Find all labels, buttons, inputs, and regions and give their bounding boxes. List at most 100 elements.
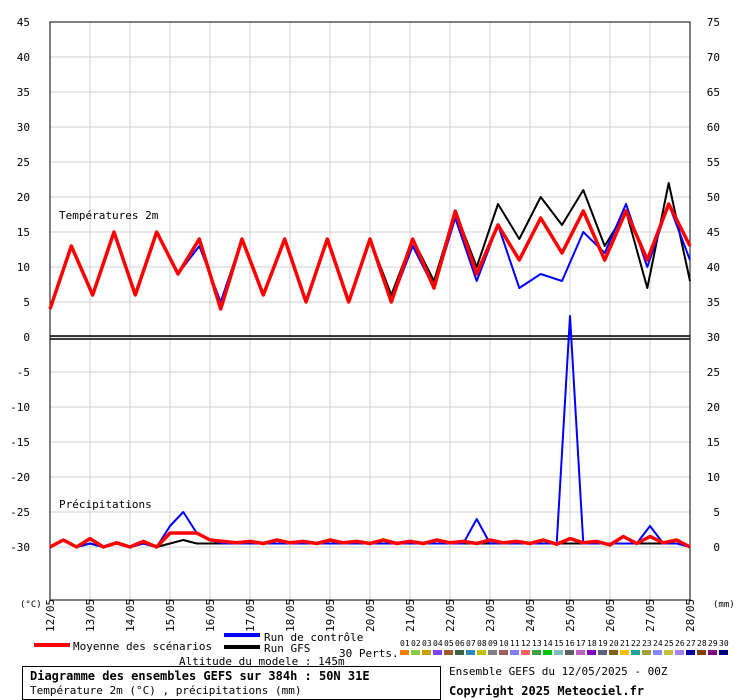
- y-tick-left: -15: [10, 436, 30, 449]
- perturbation-id: 03: [422, 639, 432, 648]
- y-tick-right: 70: [707, 51, 720, 64]
- perturbation-id: 25: [664, 639, 674, 648]
- perturbation-id: 02: [411, 639, 421, 648]
- y-tick-left: -5: [17, 366, 30, 379]
- perturbation-swatch: [433, 650, 442, 655]
- y-tick-left: -20: [10, 471, 30, 484]
- x-tick-label: 19/05: [324, 599, 337, 632]
- precipitation-section-label: Précipitations: [59, 498, 152, 511]
- perturbation-swatch: [631, 650, 640, 655]
- perturbation-swatch: [466, 650, 475, 655]
- ensemble-date-label: Ensemble GEFS du 12/05/2025 - 00Z: [449, 665, 668, 678]
- y-tick-left: 30: [17, 121, 30, 134]
- y-tick-left: 10: [17, 261, 30, 274]
- y-tick-left: 45: [17, 16, 30, 29]
- perturbation-id: 18: [587, 639, 597, 648]
- y-tick-left: 25: [17, 156, 30, 169]
- perturbation-swatch: [554, 650, 563, 655]
- x-tick-label: 18/05: [284, 599, 297, 632]
- perturbation-id: 23: [642, 639, 652, 648]
- x-tick-label: 21/05: [404, 599, 417, 632]
- x-tick-label: 14/05: [124, 599, 137, 632]
- perturbation-swatch: [664, 650, 673, 655]
- y-tick-right: 25: [707, 366, 720, 379]
- perturbation-swatch: [411, 650, 420, 655]
- perturbation-swatch: [455, 650, 464, 655]
- perturbation-swatch: [488, 650, 497, 655]
- legend-mean-swatch: [34, 643, 70, 647]
- x-tick-label: 24/05: [524, 599, 537, 632]
- perturbation-swatch: [675, 650, 684, 655]
- perturbation-id: 30: [719, 639, 729, 648]
- perturbation-swatch: [510, 650, 519, 655]
- perturbation-id: 28: [697, 639, 707, 648]
- perturbation-id: 05: [444, 639, 454, 648]
- y-tick-left: 15: [17, 226, 30, 239]
- altitude-label: Altitude du modele : 145m: [179, 655, 345, 668]
- y-tick-left: 40: [17, 51, 30, 64]
- perturbation-id: 24: [653, 639, 663, 648]
- perturbation-swatch: [642, 650, 651, 655]
- perturbation-id: 08: [477, 639, 487, 648]
- y-tick-right: 75: [707, 16, 720, 29]
- perturbation-id: 04: [433, 639, 443, 648]
- plot-frame: [49, 21, 691, 601]
- y-tick-right: 10: [707, 471, 720, 484]
- y-tick-right: 20: [707, 401, 720, 414]
- perturbation-swatch: [576, 650, 585, 655]
- perturbation-swatch: [708, 650, 717, 655]
- perturbation-swatch: [587, 650, 596, 655]
- footer-title: Diagramme des ensembles GEFS sur 384h : …: [30, 669, 370, 683]
- perturbation-id: 13: [532, 639, 542, 648]
- left-axis-unit: (°C): [20, 600, 42, 610]
- legend-control-swatch: [224, 633, 260, 637]
- perturbation-id: 10: [499, 639, 509, 648]
- footer-subtitle: Température 2m (°C) , précipitations (mm…: [30, 684, 302, 697]
- footer-title-box: Diagramme des ensembles GEFS sur 384h : …: [22, 666, 441, 700]
- perturbation-swatch: [598, 650, 607, 655]
- y-tick-right: 5: [713, 506, 720, 519]
- y-tick-right: 55: [707, 156, 720, 169]
- right-axis-unit: (mm): [713, 600, 735, 610]
- legend-mean-label: Moyenne des scénarios: [73, 640, 213, 653]
- x-tick-label: 22/05: [444, 599, 457, 632]
- perturbation-swatch: [719, 650, 728, 655]
- perturbation-swatch: [620, 650, 629, 655]
- perturbation-swatch: [653, 650, 662, 655]
- y-tick-right: 60: [707, 121, 720, 134]
- x-tick-label: 20/05: [364, 599, 377, 632]
- y-tick-right: 30: [707, 331, 720, 344]
- perturbation-id: 22: [631, 639, 641, 648]
- y-tick-right: 0: [713, 541, 720, 554]
- perturbation-swatch: [532, 650, 541, 655]
- x-tick-label: 13/05: [84, 599, 97, 632]
- perturbation-swatch: [521, 650, 530, 655]
- y-tick-left: -30: [10, 541, 30, 554]
- perturbation-swatch: [697, 650, 706, 655]
- perturbation-id: 16: [565, 639, 575, 648]
- perturbation-id: 09: [488, 639, 498, 648]
- y-tick-right: 65: [707, 86, 720, 99]
- copyright-label: Copyright 2025 Meteociel.fr: [449, 684, 645, 698]
- perturbation-id: 14: [543, 639, 553, 648]
- y-tick-left: 35: [17, 86, 30, 99]
- y-tick-right: 35: [707, 296, 720, 309]
- x-tick-label: 23/05: [484, 599, 497, 632]
- perturbation-id: 11: [510, 639, 520, 648]
- x-tick-label: 25/05: [564, 599, 577, 632]
- y-tick-left: 5: [23, 296, 30, 309]
- perturbation-id: 17: [576, 639, 586, 648]
- x-tick-label: 26/05: [604, 599, 617, 632]
- legend-gfs-swatch: [224, 645, 260, 649]
- x-tick-label: 12/05: [44, 599, 57, 632]
- perturbation-id: 12: [521, 639, 531, 648]
- y-tick-right: 15: [707, 436, 720, 449]
- perturbation-id: 07: [466, 639, 476, 648]
- legend-gfs-label: Run GFS: [264, 642, 311, 655]
- perturbation-id: 01: [400, 639, 410, 648]
- y-tick-right: 45: [707, 226, 720, 239]
- y-tick-left: 20: [17, 191, 30, 204]
- x-tick-label: 28/05: [684, 599, 697, 632]
- perturbation-swatch: [499, 650, 508, 655]
